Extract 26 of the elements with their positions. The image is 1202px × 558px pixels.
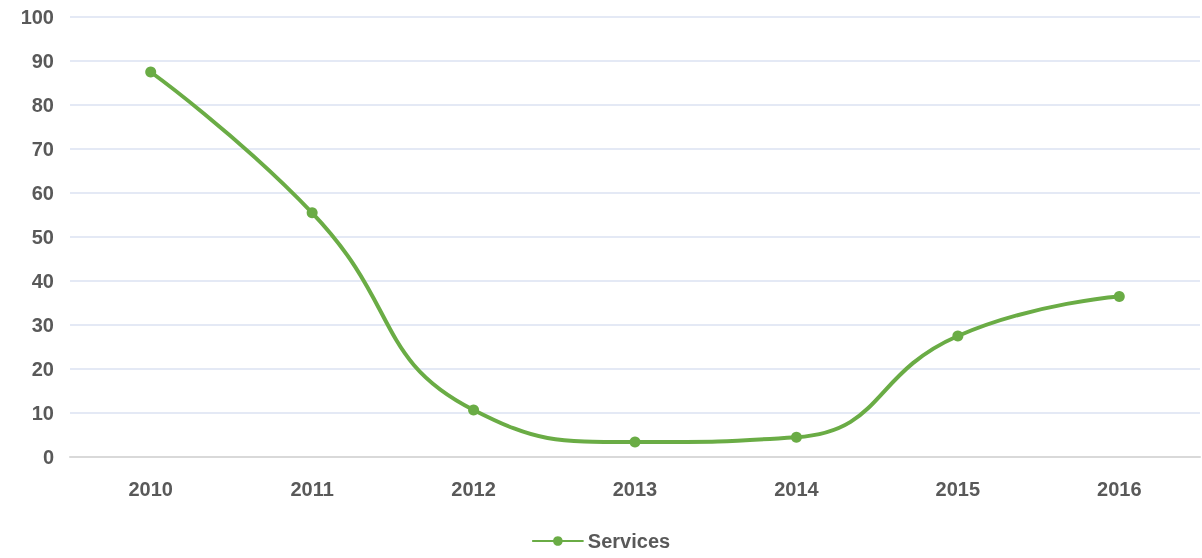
y-tick-label: 10 (31, 402, 54, 424)
y-tick-label: 60 (31, 182, 54, 204)
y-tick-label: 50 (31, 226, 54, 248)
y-tick-label: 80 (31, 94, 54, 116)
y-tick-label: 20 (31, 358, 54, 380)
x-tick-label: 2011 (290, 478, 334, 500)
y-tick-label: 30 (31, 314, 54, 336)
point (1113, 290, 1125, 302)
x-tick-label: 2015 (935, 478, 981, 500)
legend-label: Services (587, 530, 671, 552)
x-tick-label: 2013 (612, 478, 658, 500)
point (629, 436, 641, 448)
point (952, 330, 964, 342)
y-tick-label: 100 (20, 6, 54, 28)
y-tick-label: 90 (31, 50, 54, 72)
x-tick-label: 2016 (1097, 478, 1142, 500)
point (306, 207, 318, 219)
x-tick-label: 2014 (774, 478, 820, 500)
point (790, 431, 802, 443)
x-tick-label: 2010 (128, 478, 173, 500)
point (145, 66, 157, 78)
y-tick-label: 70 (31, 138, 54, 160)
y-tick-label: 40 (31, 270, 54, 292)
point (468, 404, 480, 416)
x-tick-label: 2012 (451, 478, 496, 500)
y-tick-label: 0 (42, 446, 54, 468)
